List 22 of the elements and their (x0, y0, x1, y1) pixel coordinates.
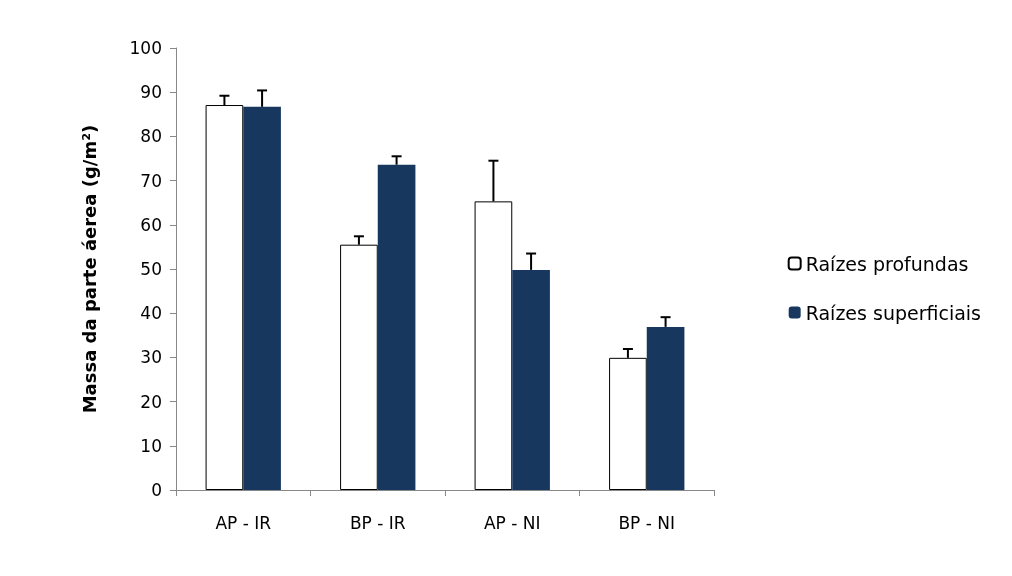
y-axis-title: Massa da parte áerea (g/m²) (78, 124, 100, 414)
legend-label: Raízes superficiais (805, 301, 981, 324)
bar (243, 106, 281, 490)
y-tick-label: 70 (140, 170, 162, 191)
bar (646, 326, 685, 490)
x-tick-label: BP - IR (349, 512, 406, 533)
x-tick-label: AP - NI (483, 512, 541, 533)
x-tick-label: BP - NI (618, 512, 676, 533)
y-tick-label: 0 (151, 480, 162, 500)
y-tick-label: 50 (140, 259, 162, 279)
y-tick-label: 60 (140, 214, 162, 235)
bar (377, 164, 416, 490)
x-tick-label: AP - IR (215, 512, 272, 533)
y-tick-label: 90 (140, 82, 162, 103)
y-tick-label: 10 (140, 435, 162, 456)
bar (512, 269, 550, 490)
y-tick-label: 20 (140, 391, 162, 412)
y-tick-label: 80 (140, 126, 162, 147)
y-tick-label: 30 (140, 347, 162, 368)
y-tick-label: 100 (129, 38, 162, 58)
y-tick-label: 40 (140, 303, 162, 324)
legend-label: Raízes profundas (805, 252, 969, 275)
